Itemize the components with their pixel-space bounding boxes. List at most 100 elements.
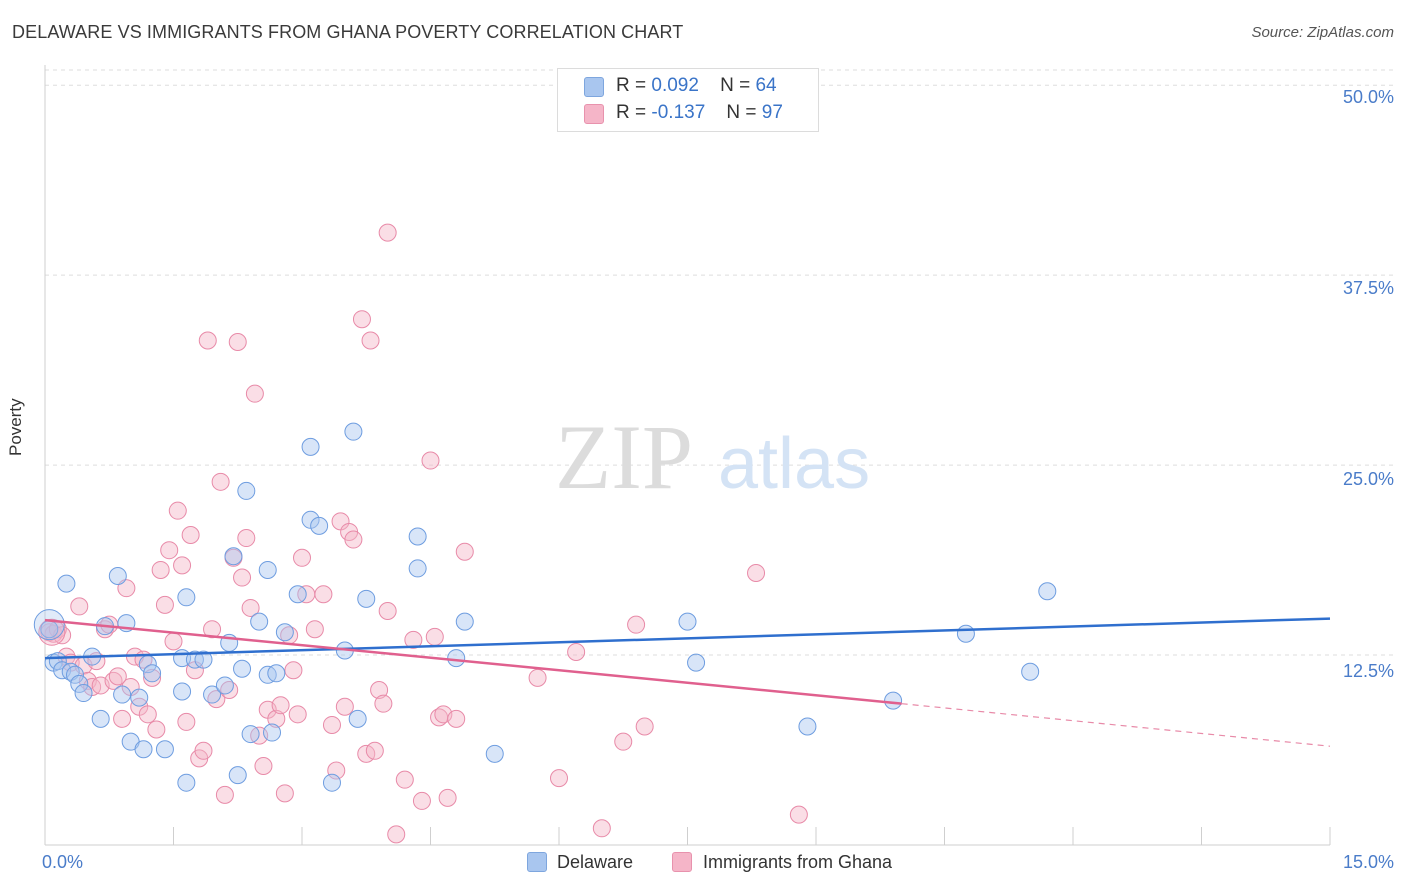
legend-stats-ghana: R = -0.137 N = 97 — [616, 102, 783, 123]
data-point-delaware — [70, 674, 89, 693]
stats-legend: R = 0.092 N = 64 R = -0.137 N = 97 — [557, 68, 819, 132]
data-point-ghana — [198, 331, 217, 350]
legend-bottom-delaware: Delaware — [557, 852, 634, 872]
y-tick-25: 25.0% — [1342, 469, 1394, 489]
data-point-ghana — [267, 709, 286, 728]
watermark-zip: ZIP — [555, 406, 693, 508]
legend-bottom-swatch-delaware — [527, 852, 547, 872]
data-point-delaware — [57, 574, 76, 593]
data-point-ghana — [181, 526, 200, 544]
data-point-delaware — [134, 740, 153, 759]
data-point-ghana — [344, 530, 363, 549]
data-point-ghana — [70, 597, 89, 616]
data-point-delaware — [884, 691, 903, 710]
data-point-delaware — [241, 725, 260, 744]
data-point-delaware — [173, 682, 192, 701]
data-point-ghana — [228, 333, 247, 352]
data-point-ghana — [271, 696, 290, 715]
x-tick-max: 15.0% — [1342, 852, 1394, 872]
data-point-ghana — [592, 819, 611, 838]
data-point-delaware — [113, 685, 132, 704]
legend-swatch-blue — [584, 77, 604, 97]
data-point-delaware — [224, 547, 243, 566]
data-point-delaware — [678, 612, 697, 631]
data-point-ghana — [404, 630, 423, 649]
data-point-delaware — [408, 559, 427, 578]
data-point-delaware — [956, 624, 975, 643]
data-point-delaware — [194, 650, 213, 669]
data-point-ghana — [151, 560, 170, 579]
data-point-delaware — [267, 664, 286, 683]
data-point-ghana — [421, 451, 440, 470]
legend-bottom-ghana: Immigrants from Ghana — [703, 852, 893, 872]
data-point-ghana — [160, 541, 179, 560]
data-point-ghana — [177, 712, 196, 731]
data-point-ghana — [203, 620, 222, 639]
data-point-ghana — [254, 756, 273, 775]
data-point-ghana — [168, 501, 187, 520]
data-point-delaware — [408, 527, 427, 546]
data-point-ghana — [438, 788, 457, 807]
data-point-delaware — [310, 516, 329, 535]
data-point-ghana — [237, 529, 256, 548]
data-point-delaware — [348, 709, 367, 728]
data-point-ghana — [352, 310, 371, 329]
data-point-delaware — [357, 589, 376, 608]
data-point-ghana — [447, 709, 466, 728]
data-point-ghana — [370, 681, 389, 699]
data-point-delaware — [288, 585, 307, 604]
data-point-delaware — [203, 685, 222, 704]
data-point-delaware — [233, 659, 252, 678]
data-point-delaware — [65, 665, 84, 684]
data-point-delaware — [250, 612, 269, 631]
legend-bottom-swatch-ghana — [672, 852, 692, 872]
data-point-delaware — [258, 560, 277, 579]
data-point-ghana — [361, 331, 380, 350]
y-tick-50: 50.0% — [1342, 87, 1394, 107]
data-point-delaware — [344, 422, 363, 441]
data-point-ghana — [275, 784, 294, 803]
data-point-ghana — [614, 732, 633, 751]
data-point-delaware — [263, 723, 282, 742]
data-point-ghana — [374, 694, 393, 713]
data-point-ghana — [164, 632, 183, 651]
data-point-ghana — [747, 563, 766, 582]
data-point-ghana — [233, 568, 252, 587]
data-point-ghana — [147, 720, 166, 739]
data-point-ghana — [387, 825, 406, 844]
data-point-ghana — [113, 709, 132, 728]
y-tick-37-5: 37.5% — [1342, 278, 1394, 298]
data-point-ghana — [378, 601, 397, 620]
data-point-ghana — [117, 579, 136, 598]
data-point-delaware — [155, 740, 174, 759]
data-point-ghana — [143, 668, 162, 687]
data-point-ghana — [288, 705, 307, 724]
data-cluster-delaware — [33, 609, 65, 641]
data-point-ghana — [173, 556, 192, 575]
data-point-delaware — [455, 612, 474, 631]
data-point-delaware — [74, 684, 93, 703]
watermark-atlas: atlas — [718, 424, 870, 504]
data-point-ghana — [241, 598, 260, 617]
data-point-ghana — [194, 741, 213, 760]
data-point-ghana — [215, 785, 234, 804]
data-point-delaware — [485, 744, 504, 763]
data-point-delaware — [301, 437, 320, 456]
data-point-delaware — [215, 676, 234, 695]
axes — [44, 65, 1331, 846]
legend-swatch-pink — [584, 104, 604, 124]
data-point-delaware — [1038, 582, 1057, 601]
data-point-ghana — [138, 705, 157, 724]
trendline-ghana — [44, 618, 902, 705]
data-point-delaware — [1021, 662, 1040, 681]
data-point-delaware — [143, 664, 162, 683]
data-point-ghana — [365, 741, 384, 760]
data-point-ghana — [108, 667, 127, 686]
data-point-delaware — [798, 717, 817, 736]
data-point-ghana — [395, 770, 414, 789]
watermark: ZIP atlas — [555, 406, 870, 508]
data-point-delaware — [687, 653, 706, 672]
data-point-ghana — [455, 542, 474, 561]
data-point-delaware — [228, 766, 247, 785]
data-point-delaware — [275, 623, 294, 642]
